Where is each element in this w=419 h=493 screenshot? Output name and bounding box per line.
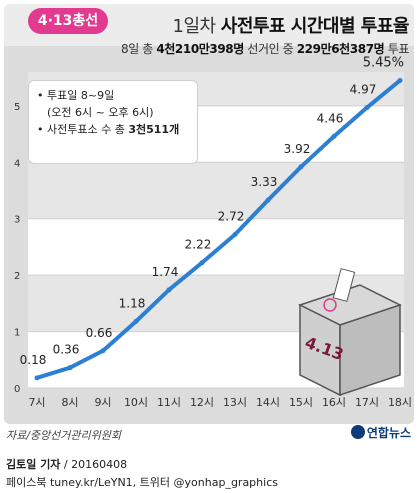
data-label: 1.74 bbox=[152, 265, 179, 279]
note-stations-pre: 사전투표소 수 총 bbox=[47, 123, 129, 136]
note-voting-hours: (오전 6시 ~ 오후 6시) bbox=[47, 106, 154, 119]
series-line bbox=[35, 78, 402, 380]
note-item: • 사전투표소 수 총 3천511개 bbox=[37, 121, 189, 138]
y-tick-label: 2 bbox=[14, 271, 20, 282]
credit-line: 김토일 기자 / 20160408 bbox=[6, 456, 127, 472]
ballot-box-illustration: 4.13 bbox=[298, 268, 402, 397]
x-tick-label: 8시 bbox=[61, 396, 78, 409]
data-label: 3.92 bbox=[284, 142, 311, 156]
credit-social: 페이스북 tuney.kr/LeYN1, 트위터 @yonhap_graphic… bbox=[6, 476, 278, 489]
data-point bbox=[34, 375, 40, 381]
data-label: 1.18 bbox=[119, 296, 146, 310]
subtitle-total-voters: 4천210만398명 bbox=[156, 42, 244, 56]
data-point bbox=[265, 197, 271, 203]
x-tick-label: 10시 bbox=[124, 396, 148, 409]
x-tick-label: 12시 bbox=[190, 396, 214, 409]
note-voting-days: 투표일 8~9일 bbox=[47, 89, 115, 102]
data-label: 2.22 bbox=[185, 238, 212, 252]
x-tick-label: 11시 bbox=[157, 396, 181, 409]
data-point bbox=[364, 105, 370, 111]
yonhap-logo-icon bbox=[350, 425, 365, 439]
y-tick-label: 0 bbox=[14, 384, 20, 395]
y-tick-label: 1 bbox=[14, 328, 20, 339]
data-point bbox=[397, 77, 403, 83]
note-item: (오전 6시 ~ 오후 6시) bbox=[37, 104, 189, 121]
subtitle-pre: 8일 총 bbox=[120, 42, 157, 56]
data-point bbox=[232, 232, 238, 238]
y-tick-label: 4 bbox=[14, 158, 20, 169]
data-label: 3.33 bbox=[251, 175, 278, 189]
subtitle-voted: 229만6천387명 bbox=[296, 42, 385, 56]
x-tick-label: 15시 bbox=[289, 396, 313, 409]
data-label: 0.18 bbox=[20, 353, 47, 367]
data-label: 4.46 bbox=[317, 111, 344, 125]
data-point bbox=[166, 287, 172, 293]
agency-logo-text: 연합뉴스 bbox=[366, 426, 411, 440]
subtitle-mid: 선거인 중 bbox=[243, 42, 297, 56]
subtitle-post: 투표 bbox=[384, 42, 410, 56]
x-tick-label: 13시 bbox=[223, 396, 247, 409]
x-tick-label: 18시 bbox=[388, 396, 412, 409]
x-tick-label: 7시 bbox=[28, 396, 45, 409]
chart-subtitle: 8일 총 4천210만398명 선거인 중 229만6천387명 투표 bbox=[121, 40, 409, 57]
data-label: 0.36 bbox=[53, 343, 80, 357]
data-point bbox=[199, 260, 205, 266]
grid-band bbox=[28, 162, 404, 219]
bullet-icon: • bbox=[37, 123, 44, 136]
note-stations-count: 3천511개 bbox=[128, 123, 180, 136]
credit-author: 김토일 기자 bbox=[6, 458, 61, 471]
title-light: 1일차 bbox=[172, 16, 221, 37]
data-point bbox=[133, 318, 139, 324]
y-tick-label: 5 bbox=[14, 102, 20, 113]
x-tick-label: 14시 bbox=[256, 396, 280, 409]
x-tick-label: 16시 bbox=[322, 396, 346, 409]
credit-date: / 20160408 bbox=[60, 458, 128, 471]
data-label: 4.97 bbox=[350, 83, 377, 97]
data-label: 2.72 bbox=[218, 210, 245, 224]
data-label: 0.66 bbox=[86, 326, 113, 340]
election-badge: 4·13총선 bbox=[28, 8, 108, 34]
data-label: 5.45% bbox=[363, 55, 404, 70]
note-item: • 투표일 8~9일 bbox=[37, 87, 189, 104]
x-tick-label: 17시 bbox=[355, 396, 379, 409]
data-point bbox=[298, 164, 304, 170]
bullet-icon: • bbox=[37, 89, 44, 102]
data-point bbox=[331, 133, 337, 139]
chart-title: 1일차 사전투표 시간대별 투표율 bbox=[173, 12, 410, 38]
notes-box: • 투표일 8~9일 (오전 6시 ~ 오후 6시) • 사전투표소 수 총 3천5… bbox=[28, 80, 198, 164]
x-tick-label: 9시 bbox=[94, 396, 111, 409]
source-note: 자료/중앙선거관리위원회 bbox=[6, 429, 122, 442]
y-tick-label: 3 bbox=[14, 215, 20, 226]
agency-logo: 연합뉴스 bbox=[350, 424, 411, 441]
data-point bbox=[100, 348, 106, 354]
data-point bbox=[67, 365, 73, 371]
title-bold: 사전투표 시간대별 투표율 bbox=[220, 16, 410, 37]
